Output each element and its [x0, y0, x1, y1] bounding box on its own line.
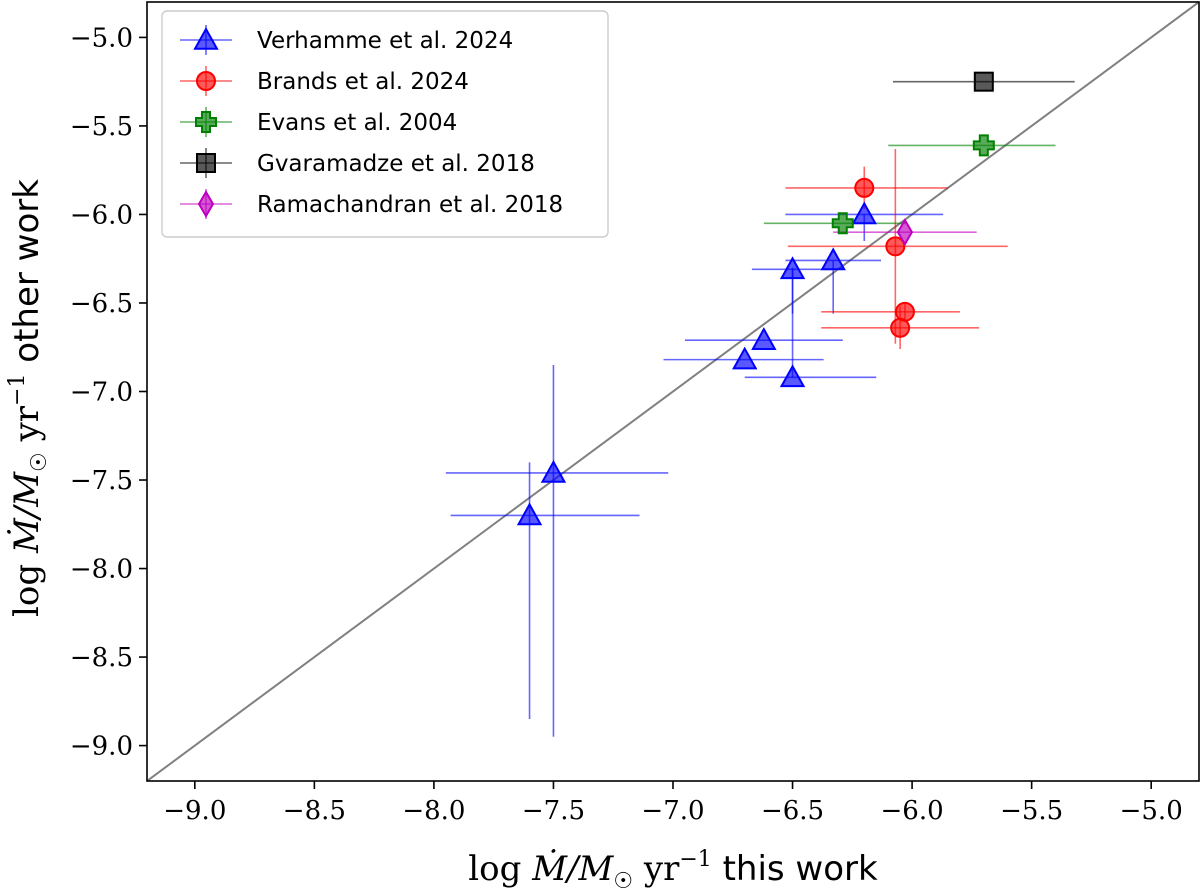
data-point-plus [972, 134, 995, 157]
y-tick-label: −7.5 [70, 466, 133, 496]
y-label-sun: ☉ [27, 452, 52, 472]
y-axis-label: log Ṁ/M☉ yr−1 other work [0, 179, 55, 617]
data-point-triangle [732, 346, 758, 370]
y-tick-label: −5.0 [70, 23, 133, 53]
x-label-unit: yr [643, 849, 680, 889]
y-tick-label: −8.5 [70, 643, 133, 673]
x-label-sun: ☉ [613, 869, 633, 892]
x-label-suffix: this work [723, 849, 878, 889]
data-point-triangle [516, 502, 543, 526]
data-point-triangle [779, 364, 806, 388]
x-tick-label: −6.0 [881, 796, 944, 826]
legend-item: Ramachandran et al. 2018 [180, 189, 563, 219]
legend-label: Evans et al. 2004 [257, 110, 457, 136]
legend-label: Ramachandran et al. 2018 [257, 192, 563, 218]
x-tick-label: −7.5 [522, 796, 585, 826]
data-point-triangle [851, 201, 877, 225]
data-point-circle [885, 236, 906, 257]
y-label-prefix: log [7, 564, 47, 617]
y-label-var: Ṁ/M [7, 471, 47, 554]
y-label-suffix: other work [7, 179, 47, 363]
legend-marker-square [196, 153, 216, 173]
data-point-triangle [751, 327, 777, 350]
legend-marker-circle [196, 71, 216, 91]
legend-marker-triangle [193, 26, 219, 50]
y-tick-label: −9.0 [70, 732, 133, 762]
y-tick-label: −6.5 [70, 289, 133, 319]
x-tick-label: −8.0 [402, 796, 465, 826]
data-point-triangle [820, 247, 846, 271]
legend-item: Evans et al. 2004 [180, 107, 457, 137]
data-point-circle [854, 177, 875, 198]
data-point-plus [831, 212, 854, 235]
x-label-exp: −1 [679, 847, 711, 872]
legend: Verhamme et al. 2024 Brands et al. 2024 Ev… [161, 10, 609, 238]
legend-frame [161, 10, 609, 238]
x-label-prefix: log [468, 849, 521, 889]
data-point-triangle [540, 459, 567, 483]
legend-label: Brands et al. 2024 [257, 69, 469, 95]
data-point-square [973, 71, 994, 92]
one-to-one-line [147, 2, 1199, 781]
x-tick-label: −7.0 [641, 796, 704, 826]
x-tick-label: −8.5 [283, 796, 346, 826]
legend-items: Verhamme et al. 2024 Brands et al. 2024 Ev… [180, 25, 563, 219]
x-tick-label: −5.5 [1000, 796, 1063, 826]
x-axis-label: log Ṁ/M☉ yr−1 this work [468, 835, 878, 892]
x-axis-ticks: −9.0 −8.5 −8.0 −7.5 −7.0 −6.5 −6.0 −5.5 −5.0 [163, 781, 1183, 826]
data-point-triangle [779, 256, 806, 280]
x-label-var: Ṁ/M [531, 849, 614, 889]
marker-layer [516, 71, 995, 526]
y-label-unit: yr [7, 405, 47, 442]
x-tick-label: −6.5 [761, 796, 824, 826]
x-tick-label: −5.0 [1120, 796, 1183, 826]
y-tick-label: −6.0 [70, 200, 133, 230]
legend-item: Verhamme et al. 2024 [180, 25, 513, 55]
y-tick-label: −8.0 [70, 555, 133, 585]
y-tick-label: −5.5 [70, 112, 133, 142]
legend-item: Brands et al. 2024 [180, 66, 469, 96]
x-tick-label: −9.0 [163, 796, 226, 826]
legend-marker-plus [195, 111, 217, 133]
data-point-circle [890, 317, 911, 338]
y-axis-ticks: −9.0 −8.5 −8.0 −7.5 −7.0 −6.5 −6.0 −5.5 −5.0 [70, 23, 147, 762]
legend-item: Gvaramadze et al. 2018 [180, 148, 535, 178]
reference-line-layer [147, 2, 1199, 781]
y-tick-label: −7.0 [70, 378, 133, 408]
data-point-diamond [896, 218, 914, 247]
y-label-exp: −1 [5, 374, 30, 406]
legend-label: Verhamme et al. 2024 [257, 28, 513, 54]
legend-label: Gvaramadze et al. 2018 [257, 151, 535, 177]
legend-marker-diamond [197, 190, 215, 218]
